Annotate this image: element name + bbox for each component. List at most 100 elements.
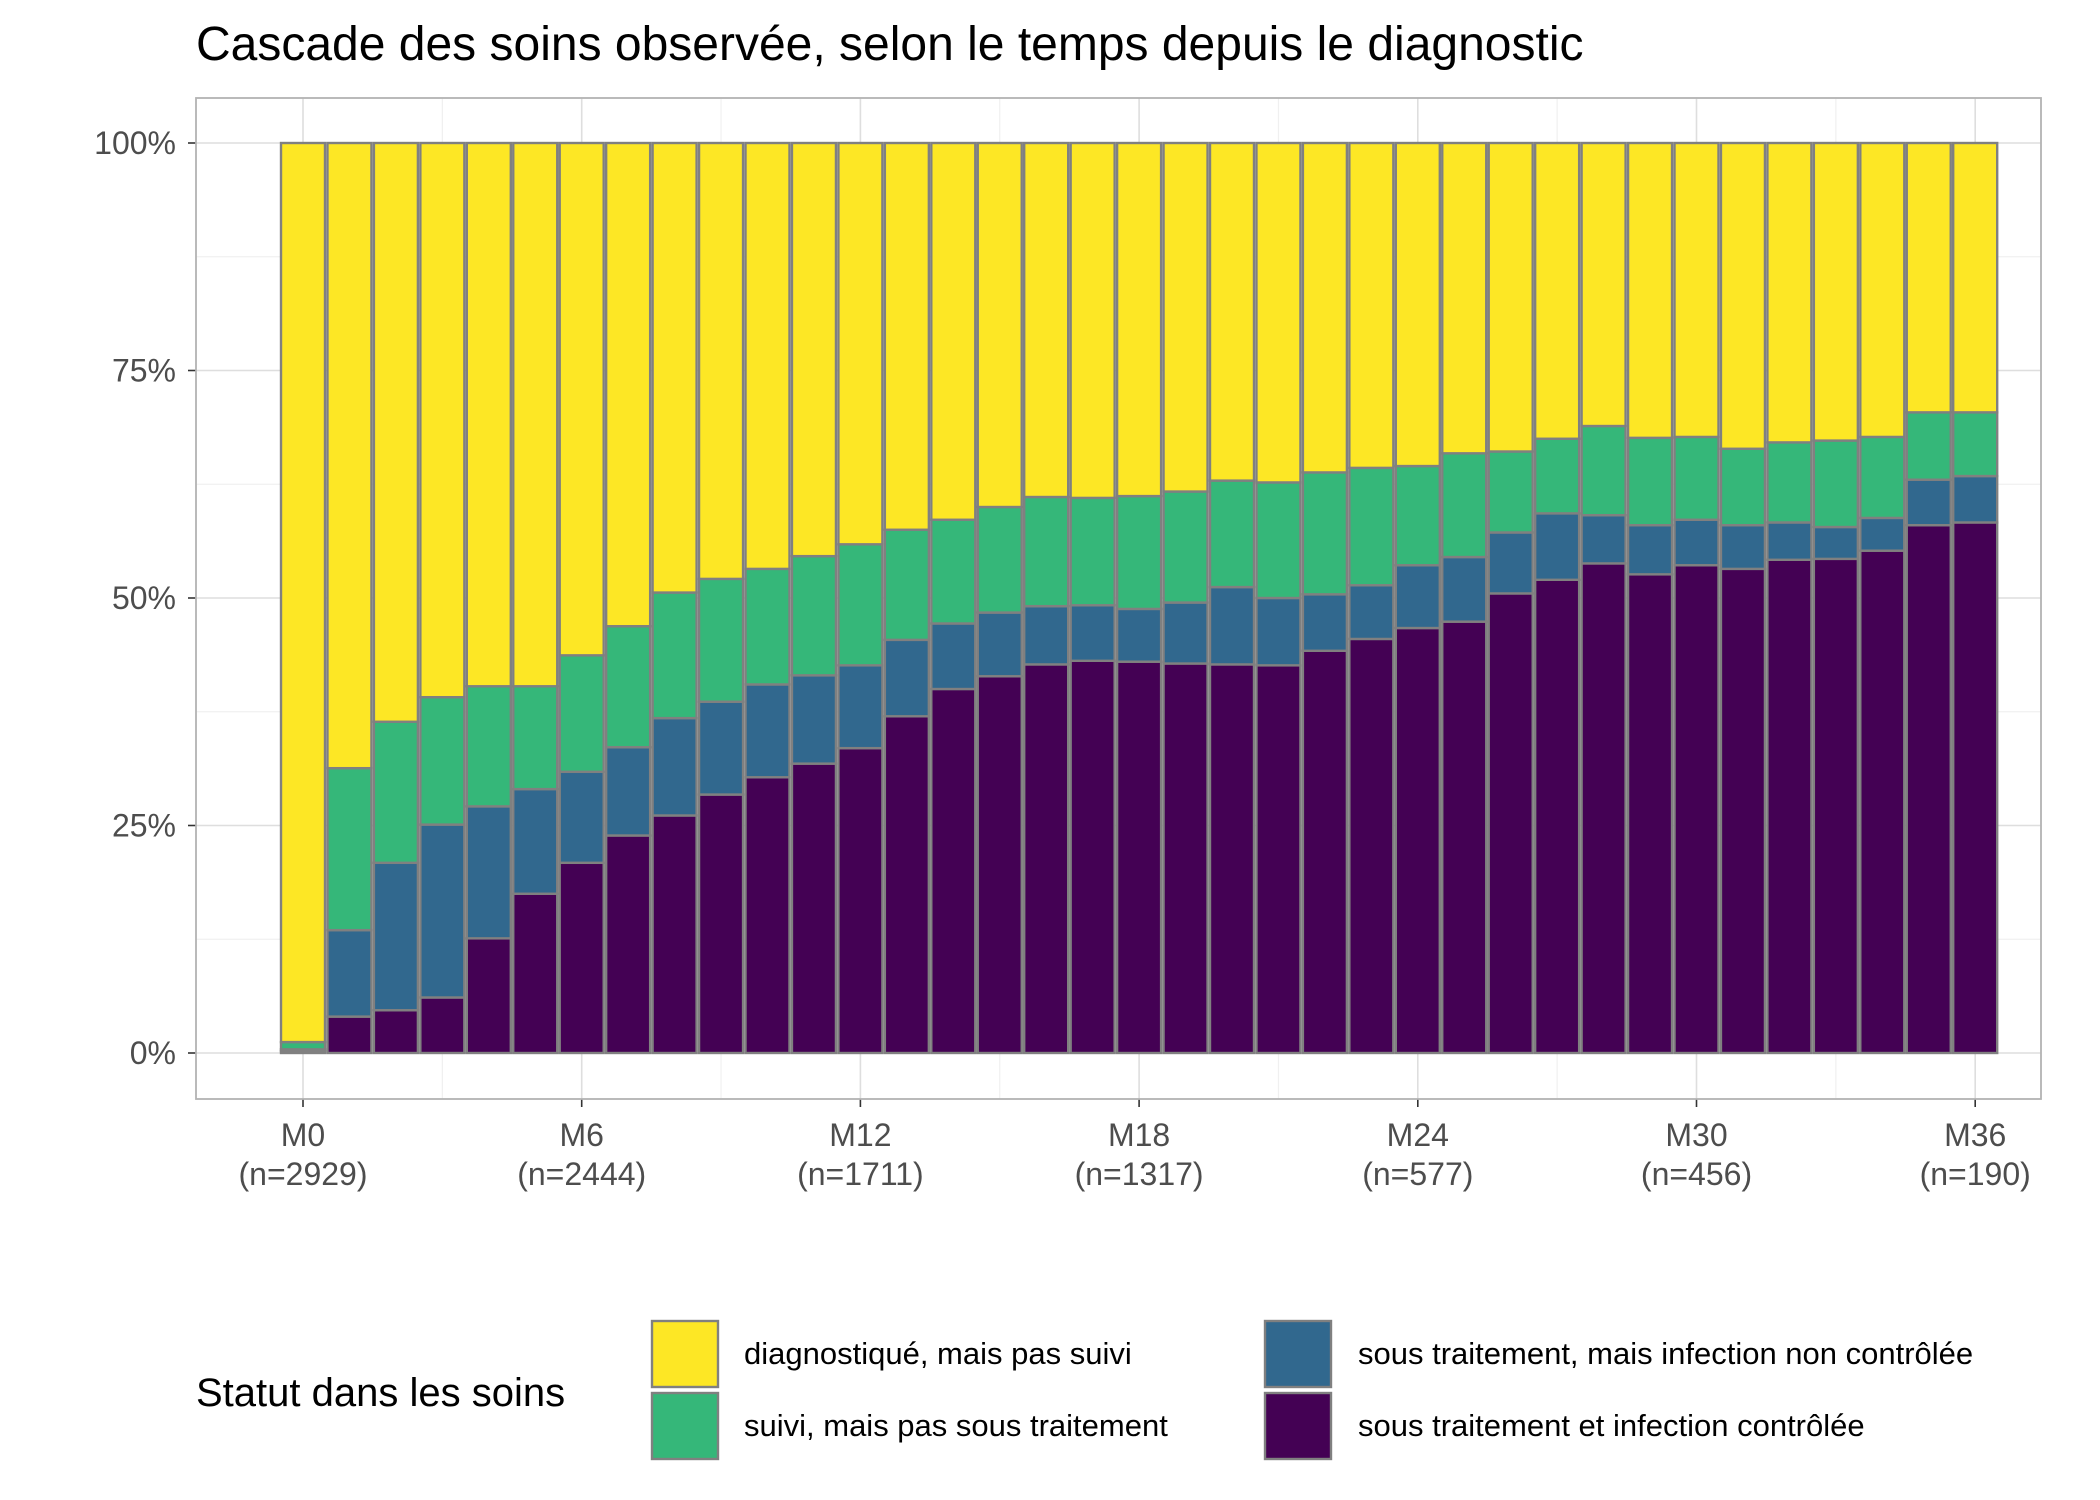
bar-segment (1301, 649, 1349, 1055)
y-tick-label: 50% (112, 580, 176, 616)
bar-segment (1951, 474, 1999, 524)
bar-segment (883, 141, 931, 531)
bar-segment (1069, 659, 1116, 1055)
bar-segment (1626, 141, 1674, 440)
bar-segment (1069, 496, 1116, 607)
bar-segment (1022, 141, 1070, 499)
x-tick-label: M30 (1665, 1117, 1727, 1153)
bar-segment (419, 695, 466, 826)
bar-segment (1719, 447, 1767, 527)
bar-segment (604, 834, 652, 1055)
bar-segment (1301, 593, 1349, 652)
x-tick-label: M18 (1108, 1117, 1170, 1153)
bar-segment (1905, 411, 1952, 481)
legend-key (650, 1319, 720, 1389)
bar-segment (419, 823, 466, 999)
bar-segment (1766, 141, 1813, 444)
bar-segment (930, 518, 977, 625)
bar-segment (976, 141, 1023, 509)
bar-segment (604, 746, 652, 837)
legend-label: diagnostiqué, mais pas suivi (744, 1336, 1132, 1371)
x-tick-label: M12 (829, 1117, 891, 1153)
bar-segment (1719, 567, 1767, 1055)
bar-segment (1394, 464, 1442, 567)
bar-segment (558, 654, 605, 774)
bar-segment (1580, 141, 1627, 428)
bar-segment (744, 141, 791, 571)
bar-segment (697, 700, 745, 796)
bar-segment (651, 591, 698, 720)
bar-segment (837, 141, 884, 546)
x-axis: M0(n=2929) M6(n=2444) M12(n=1711) M18(n=131… (239, 1099, 2031, 1192)
bar-segment (558, 141, 605, 657)
bar-segment (790, 141, 838, 558)
bar-segment (1301, 471, 1349, 596)
bar-segment (1812, 557, 1860, 1055)
bar-segment (1348, 466, 1395, 587)
bar-segment (1812, 141, 1860, 442)
bar-segment (465, 141, 512, 688)
bar-segment (512, 787, 559, 895)
bar-segment (1673, 141, 1720, 439)
bar-segment (1208, 663, 1256, 1055)
bar-segment (1162, 141, 1209, 493)
bar-segment (744, 683, 791, 779)
bar-segment (837, 746, 884, 1055)
bar-segment (1626, 573, 1674, 1055)
bar-segment (1115, 660, 1163, 1055)
x-tick-label: M36 (1944, 1117, 2006, 1153)
bar-segment (1394, 564, 1442, 630)
bar-segment (1255, 481, 1302, 600)
x-tick-count-label: (n=456) (1641, 1156, 1752, 1192)
bar-segment (744, 567, 791, 686)
bar-segment (1719, 141, 1767, 450)
bar-segment (1673, 435, 1720, 521)
bar-segment (1580, 513, 1627, 565)
bar-segment (1859, 549, 1906, 1055)
bar-segment (1022, 495, 1070, 608)
bar-segment (1394, 626, 1442, 1055)
x-tick-label: M24 (1387, 1117, 1449, 1153)
bar-segment (930, 622, 977, 691)
bar-segment (1394, 141, 1442, 468)
bar-segment (651, 716, 698, 817)
bar-segment (1208, 585, 1256, 666)
bar-segment (1533, 141, 1581, 440)
panel-border (195, 97, 2042, 1100)
y-tick-label: 100% (94, 125, 176, 161)
bar-segment (558, 861, 605, 1055)
legend-title: Statut dans les soins (196, 1371, 565, 1415)
y-tick-label: 25% (112, 808, 176, 844)
legend-key (1263, 1391, 1333, 1461)
legend-key (1263, 1319, 1333, 1389)
bar-segment (790, 762, 838, 1055)
x-tick-count-label: (n=2444) (517, 1156, 646, 1192)
bar-segment (1022, 663, 1070, 1055)
bar-segment (465, 937, 512, 1055)
bar-segment (604, 625, 652, 749)
bar-segment (1719, 524, 1767, 571)
bar-segment (512, 685, 559, 791)
bar-segment (1580, 424, 1627, 517)
bar-segment (744, 776, 791, 1055)
bar-segment (976, 611, 1023, 678)
bar-segment (1162, 662, 1209, 1055)
bar-segment (1951, 141, 1999, 414)
bar-segment (1533, 437, 1581, 515)
y-axis: 0% 25% 50% 75% 100% (94, 125, 196, 1071)
bar-segment (419, 996, 466, 1055)
bar-segment (1441, 620, 1488, 1055)
bar-segment (697, 141, 745, 581)
bar-segment (1951, 521, 1999, 1055)
bar-segment (1673, 564, 1720, 1055)
bar-segment (651, 141, 698, 594)
bar-segment (976, 505, 1023, 614)
legend-key (650, 1391, 720, 1461)
bar-segment (372, 861, 420, 1012)
bar-segment (1487, 531, 1534, 595)
x-tick-label: M6 (559, 1117, 603, 1153)
bar-segment (883, 638, 931, 718)
bar-segment (558, 770, 605, 865)
x-tick-count-label: (n=2929) (239, 1156, 368, 1192)
